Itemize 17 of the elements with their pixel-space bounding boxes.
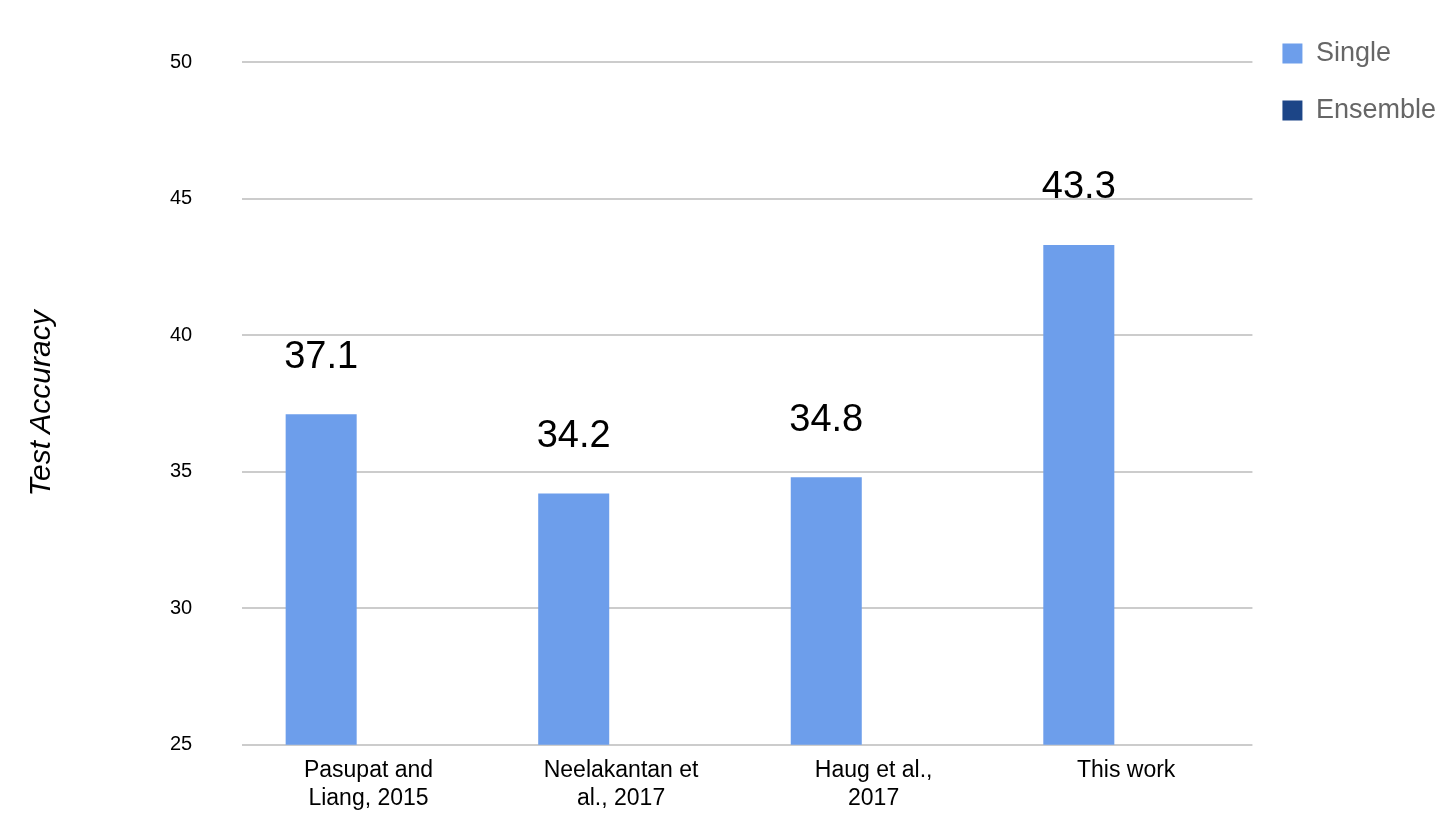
legend-label: Single xyxy=(1315,36,1391,67)
y-axis-title: Test Accuracy xyxy=(23,308,57,497)
y-tick-label: 50 xyxy=(170,49,193,72)
x-tick-label: Pasupat and Liang, 2015 xyxy=(303,755,434,810)
data-label: 37.1 xyxy=(284,333,359,376)
y-tick-label: 35 xyxy=(170,459,193,482)
y-tick-label: 30 xyxy=(170,595,193,618)
x-tick-label: Neelakantan et al., 2017 xyxy=(543,755,700,810)
data-label: 34.2 xyxy=(536,413,611,456)
x-tick-label: Haug et al., 2017 xyxy=(814,755,933,810)
data-label: 43.3 xyxy=(1041,164,1116,207)
legend-label: Ensemble xyxy=(1315,93,1437,124)
data-label: 34.8 xyxy=(789,396,864,439)
x-tick-label: This work xyxy=(1076,755,1176,782)
y-tick-label: 45 xyxy=(170,186,193,209)
y-tick-label: 40 xyxy=(170,322,193,345)
y-tick-label: 25 xyxy=(170,732,193,755)
